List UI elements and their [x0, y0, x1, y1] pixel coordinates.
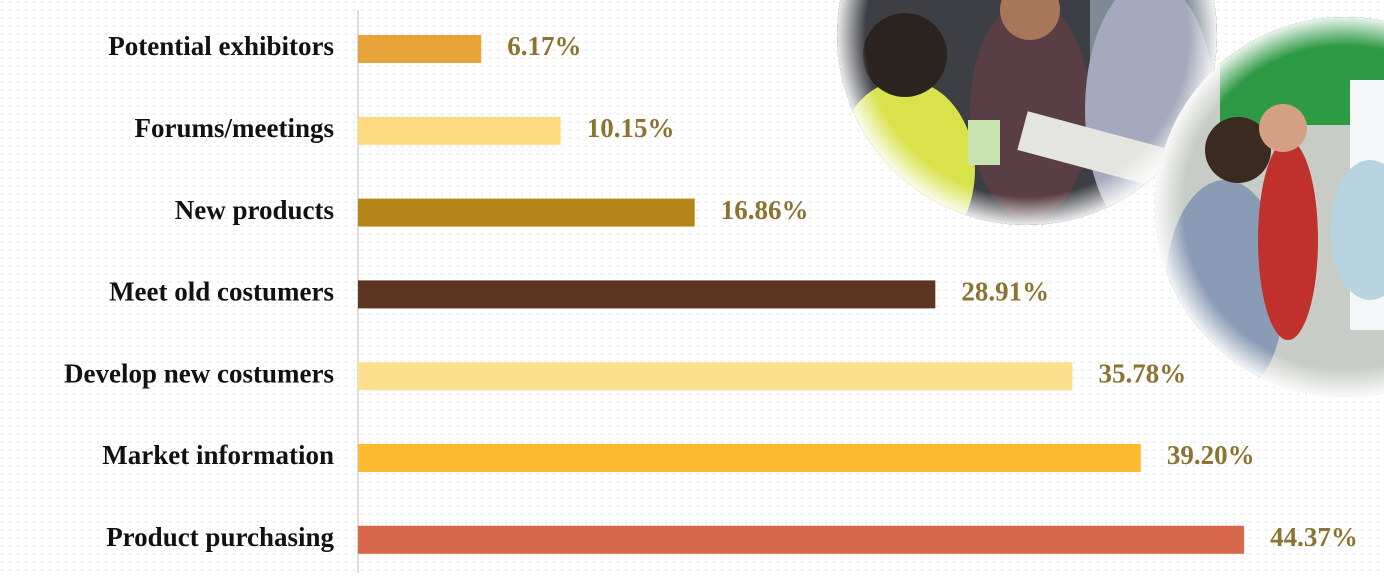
value-label: 28.91%	[961, 277, 1049, 307]
bar	[358, 116, 561, 145]
category-label: New products	[175, 195, 334, 225]
category-label: Develop new costumers	[64, 358, 334, 388]
bar	[358, 525, 1245, 554]
bar	[358, 362, 1073, 391]
bar	[358, 198, 695, 227]
bar	[358, 35, 482, 63]
value-label: 39.20%	[1167, 440, 1255, 470]
category-label: Meet old costumers	[109, 277, 334, 307]
value-label: 35.78%	[1099, 358, 1187, 388]
category-label: Forums/meetings	[135, 113, 334, 143]
bar	[358, 280, 936, 309]
value-label: 6.17%	[507, 31, 581, 61]
value-label: 10.15%	[587, 113, 675, 143]
value-label: 16.86%	[721, 195, 809, 225]
category-label: Market information	[102, 440, 334, 470]
value-label: 44.37%	[1270, 522, 1358, 552]
category-label: Potential exhibitors	[108, 31, 334, 61]
bar	[358, 444, 1141, 472]
category-label: Product purchasing	[106, 522, 334, 552]
